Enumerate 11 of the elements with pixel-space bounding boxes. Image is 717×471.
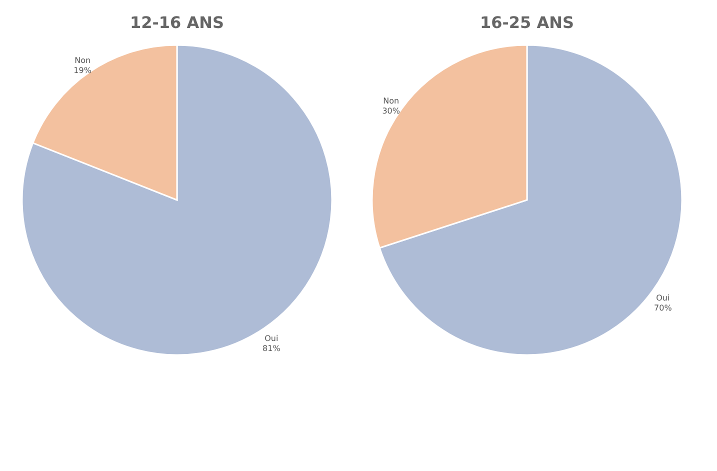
chart-title: 12-16 ANS <box>130 13 224 32</box>
data-label: 19% <box>74 66 92 76</box>
data-label: 30% <box>382 106 400 116</box>
slice-label: Oui <box>656 294 670 303</box>
data-label: 70% <box>654 304 672 313</box>
slice-label: Non <box>74 56 91 66</box>
data-label: 81% <box>262 344 281 353</box>
pie-slice <box>21 44 333 356</box>
chart-title: 16-25 ANS <box>480 13 574 32</box>
slice-label: Non <box>383 96 400 106</box>
slice-label: Oui <box>264 334 278 343</box>
